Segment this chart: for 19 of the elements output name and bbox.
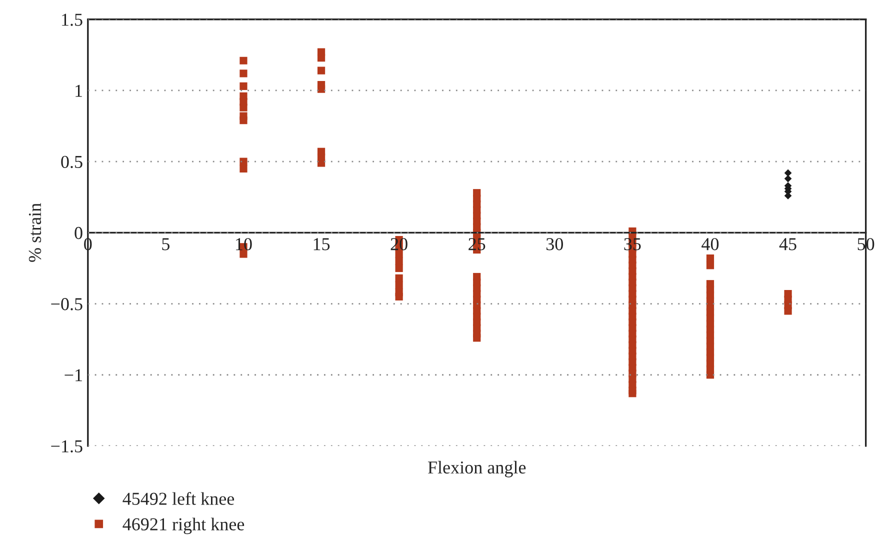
x-tick-label: 15 [314, 238, 330, 250]
y-tick-label: −0.5 [51, 298, 82, 310]
x-tick-label: 40 [702, 238, 719, 250]
y-tick-label: −1.5 [51, 440, 82, 452]
x-axis-title: Flexion angle [428, 460, 526, 478]
point [784, 174, 792, 182]
y-axis-title: % strain [28, 203, 42, 262]
x-tick-label: 10 [236, 238, 252, 250]
y-tick-label: 1 [76, 84, 82, 97]
legend-label: 45492 left knee [122, 492, 234, 505]
legend-label: 46921 right knee [122, 518, 244, 534]
y-tick-label: −1 [64, 369, 82, 382]
x-tick-label: 30 [546, 238, 563, 250]
y-tick-label: 0 [74, 226, 82, 240]
y-tick-label: 1.5 [62, 14, 82, 26]
x-tick-label: 45 [779, 238, 796, 250]
x-tick-label: 5 [162, 238, 170, 250]
point [784, 169, 792, 177]
y-tick-label: 0.5 [61, 156, 82, 168]
